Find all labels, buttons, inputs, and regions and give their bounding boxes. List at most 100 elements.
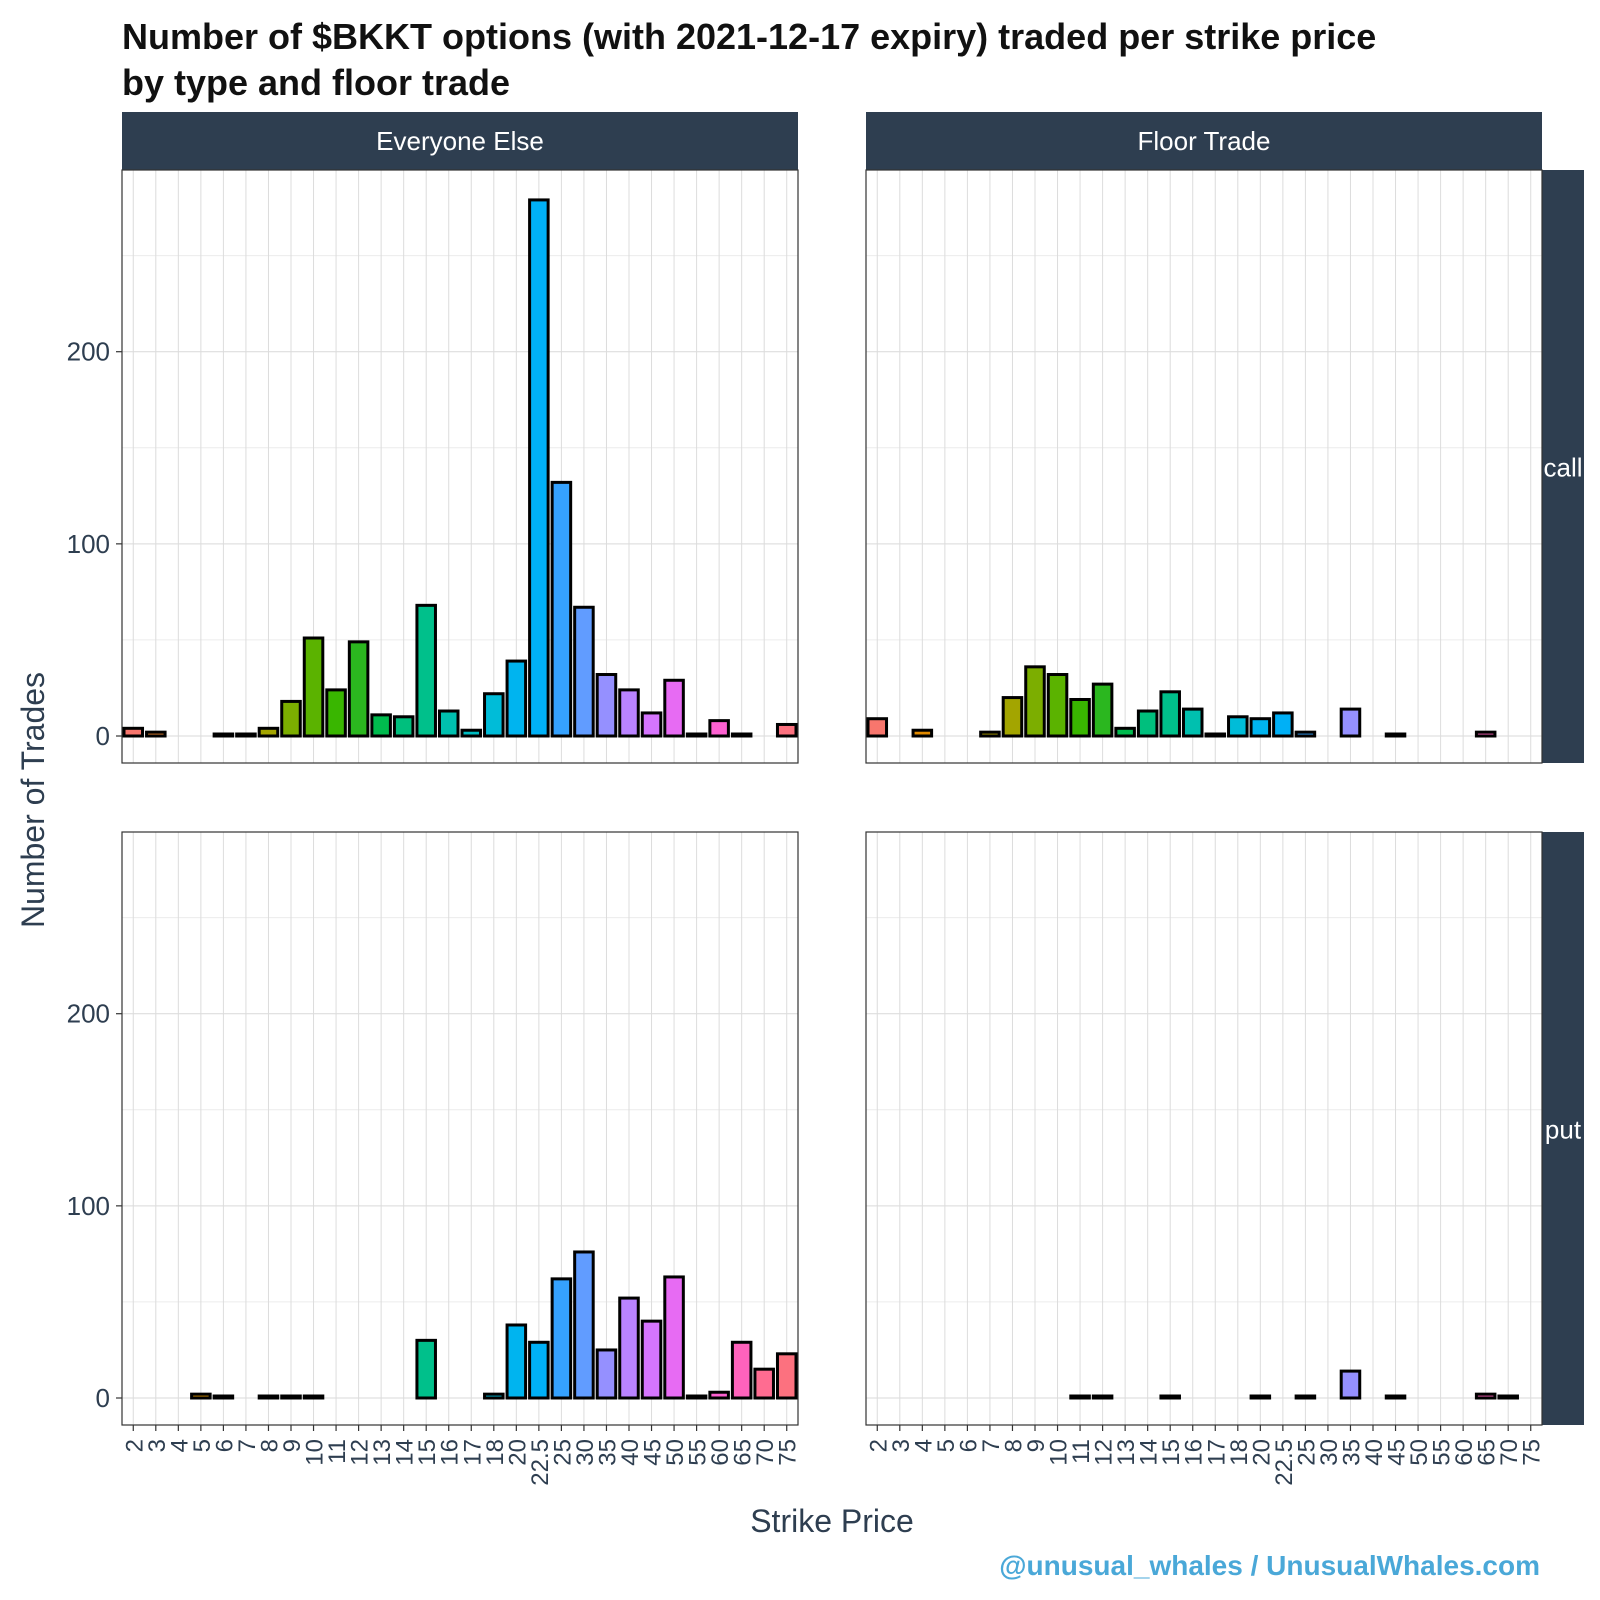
x-tick-label: 2 (865, 1439, 892, 1452)
bar-everyone-else-call-strike-16 (437, 709, 460, 738)
bar-floor-trade-put-strike-70 (1497, 1394, 1519, 1400)
bar-floor-trade-put-strike-35 (1339, 1369, 1362, 1400)
bar-everyone-else-call-strike-3 (145, 730, 167, 738)
panel-everyone-else-call: 0 100 200 (67, 169, 799, 764)
x-tick-label: 35 (594, 1439, 621, 1466)
panel-floor-trade-put: 234567891011121314151617182022.525303540… (865, 831, 1546, 1486)
bar-everyone-else-put-strike-20 (505, 1323, 528, 1400)
bar-everyone-else-call-strike-20 (505, 659, 528, 738)
bar-floor-trade-call-strike-65 (1474, 730, 1497, 738)
bar-floor-trade-call-strike-16 (1181, 707, 1204, 738)
x-tick-label: 4 (910, 1439, 937, 1452)
y-tick-label: 200 (67, 999, 110, 1029)
bar-everyone-else-call-strike-11 (325, 688, 347, 738)
bar-everyone-else-put-strike-60 (708, 1390, 730, 1400)
bar-everyone-else-put-strike-5 (190, 1392, 212, 1400)
bar-floor-trade-call-strike-11 (1069, 697, 1091, 738)
bar-floor-trade-call-strike-13 (1114, 726, 1136, 738)
bar-everyone-else-put-strike-75 (775, 1352, 798, 1400)
x-tick-label: 70 (752, 1439, 779, 1466)
bar-everyone-else-call-strike-14 (392, 715, 415, 738)
bar-everyone-else-put-strike-30 (573, 1250, 595, 1400)
panel-border (865, 169, 1543, 764)
x-tick-label: 6 (955, 1439, 982, 1452)
bar-everyone-else-call-strike-7 (235, 732, 257, 738)
y-tick-label: 100 (67, 1191, 110, 1221)
bar-everyone-else-call-strike-40 (618, 688, 640, 738)
bar-floor-trade-put-strike-11 (1069, 1394, 1091, 1400)
bar-everyone-else-put-strike-9 (280, 1394, 302, 1400)
bar-floor-trade-call-strike-2 (866, 717, 889, 738)
x-tick-label: 45 (640, 1439, 667, 1466)
x-tick-label: 15 (414, 1439, 441, 1466)
bar-everyone-else-call-strike-65 (730, 732, 753, 738)
bar-everyone-else-call-strike-6 (212, 732, 235, 738)
bar-everyone-else-call-strike-8 (257, 726, 280, 738)
facet-strip-everyone-else (122, 112, 798, 170)
y-tick-label: 100 (67, 529, 110, 559)
x-tick-label: 75 (775, 1439, 802, 1466)
x-tick-label: 13 (1113, 1439, 1140, 1466)
bar-floor-trade-call-strike-45 (1384, 732, 1407, 738)
x-tick-label: 5 (933, 1439, 960, 1452)
bar-everyone-else-call-strike-30 (573, 605, 595, 738)
x-tick-label: 20 (504, 1439, 531, 1466)
x-tick-label: 8 (256, 1439, 283, 1452)
y-tick-label: 0 (96, 1383, 110, 1413)
x-tick-label: 17 (459, 1439, 486, 1466)
x-tick-label: 12 (1091, 1439, 1118, 1466)
bar-floor-trade-put-strike-12 (1091, 1394, 1114, 1400)
bar-everyone-else-call-strike-17 (460, 728, 483, 738)
facet-strip-put (1542, 832, 1584, 1425)
x-tick-label: 60 (707, 1439, 734, 1466)
x-tick-label: 15 (1158, 1439, 1185, 1466)
x-tick-label: 20 (1248, 1439, 1275, 1466)
panel-background (866, 170, 1542, 763)
bar-floor-trade-call-strike-18 (1227, 715, 1249, 738)
bar-everyone-else-put-strike-45 (640, 1319, 663, 1400)
bar-everyone-else-put-strike-18 (483, 1392, 505, 1400)
bar-everyone-else-call-strike-25 (550, 480, 573, 738)
panel-background (122, 832, 798, 1425)
x-tick-label: 6 (211, 1439, 238, 1452)
x-tick-label: 10 (302, 1439, 329, 1466)
facet-strip-call (1542, 170, 1584, 763)
y-axis-title: Number of Trades (15, 672, 51, 928)
bar-floor-trade-put-strike-20 (1249, 1394, 1272, 1400)
x-tick-label: 18 (482, 1439, 509, 1466)
x-tick-label: 16 (437, 1439, 464, 1466)
x-tick-label: 55 (685, 1439, 712, 1466)
bar-floor-trade-put-strike-25 (1294, 1394, 1317, 1400)
watermark-text: @unusual_whales / UnusualWhales.com (999, 1550, 1540, 1581)
x-tick-label: 11 (1068, 1439, 1095, 1464)
x-tick-label: 65 (1474, 1439, 1501, 1466)
x-tick-label: 3 (888, 1439, 915, 1452)
bar-everyone-else-put-strike-15 (415, 1338, 437, 1400)
bar-everyone-else-put-strike-25 (550, 1277, 573, 1400)
x-tick-label: 16 (1181, 1439, 1208, 1466)
x-tick-label: 9 (1023, 1439, 1050, 1452)
bar-everyone-else-call-strike-9 (280, 699, 302, 738)
x-tick-label: 7 (978, 1439, 1005, 1452)
x-tick-label: 8 (1000, 1439, 1027, 1452)
bar-everyone-else-call-strike-13 (370, 713, 392, 738)
x-tick-label: 70 (1496, 1439, 1523, 1466)
panel-border (865, 831, 1543, 1426)
panel-floor-trade-call (865, 169, 1543, 764)
bar-everyone-else-put-strike-35 (595, 1348, 618, 1400)
chart-title: Number of $BKKT options (with 2021-12-17… (122, 16, 1377, 103)
facet-label-everyone-else: Everyone Else (376, 126, 544, 156)
x-axis-title: Strike Price (750, 1503, 914, 1539)
x-tick-label: 45 (1384, 1439, 1411, 1466)
x-tick-label: 60 (1451, 1439, 1478, 1466)
bar-floor-trade-put-strike-45 (1384, 1394, 1407, 1400)
bar-everyone-else-put-strike-50 (663, 1275, 685, 1400)
bar-everyone-else-put-strike-40 (618, 1296, 640, 1400)
panel-border (121, 831, 799, 1426)
x-tick-label: 9 (279, 1439, 306, 1452)
x-tick-label: 22.5 (1271, 1439, 1298, 1486)
x-tick-label: 40 (1361, 1439, 1388, 1466)
panel-background (122, 170, 798, 763)
bar-everyone-else-put-strike-8 (257, 1394, 280, 1400)
